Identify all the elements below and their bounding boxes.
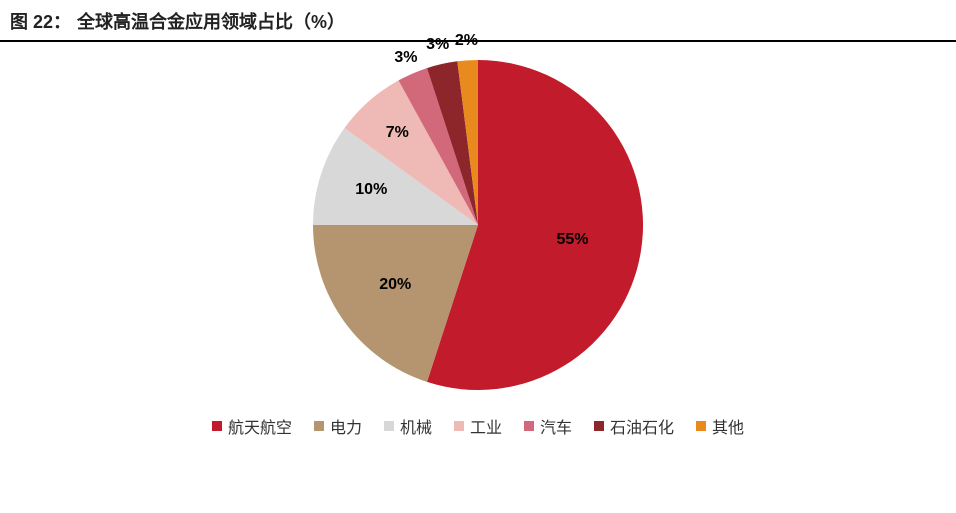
legend-label: 工业 [470, 414, 502, 438]
legend-item: 电力 [314, 414, 362, 438]
figure-number: 图 22： [10, 8, 71, 34]
legend-swatch [594, 421, 604, 431]
pie-svg [313, 60, 643, 390]
legend-item: 工业 [454, 414, 502, 438]
slice-label: 55% [557, 231, 589, 249]
pie-chart: 55%20%10%7%3%3%2% [313, 60, 643, 390]
legend-item: 汽车 [524, 414, 572, 438]
legend: 航天航空 电力 机械 工业 汽车 石油石化 其他 [212, 414, 744, 438]
slice-label: 2% [455, 32, 478, 50]
legend-label: 汽车 [540, 414, 572, 438]
legend-label: 电力 [330, 414, 362, 438]
legend-swatch [384, 421, 394, 431]
legend-label: 航天航空 [228, 414, 292, 438]
slice-label: 10% [355, 181, 387, 199]
legend-label: 石油石化 [610, 414, 674, 438]
chart-area: 55%20%10%7%3%3%2% 航天航空电力机械工业汽车石油石化其他 [0, 42, 956, 438]
slice-label: 7% [386, 124, 409, 142]
figure-title: 全球高温合金应用领域占比（%） [77, 8, 345, 34]
legend-item: 其他 [696, 414, 744, 438]
legend-label: 机械 [400, 414, 432, 438]
slice-label: 3% [426, 36, 449, 54]
legend-swatch [314, 421, 324, 431]
legend-swatch [696, 421, 706, 431]
legend-swatch [212, 421, 222, 431]
legend-swatch [454, 421, 464, 431]
figure-header: 图 22： 全球高温合金应用领域占比（%） [0, 0, 956, 42]
legend-item: 机械 [384, 414, 432, 438]
slice-label: 20% [379, 276, 411, 294]
slice-label: 3% [394, 49, 417, 67]
legend-label: 其他 [712, 414, 744, 438]
legend-item: 航天航空 [212, 414, 292, 438]
legend-swatch [524, 421, 534, 431]
legend-item: 石油石化 [594, 414, 674, 438]
